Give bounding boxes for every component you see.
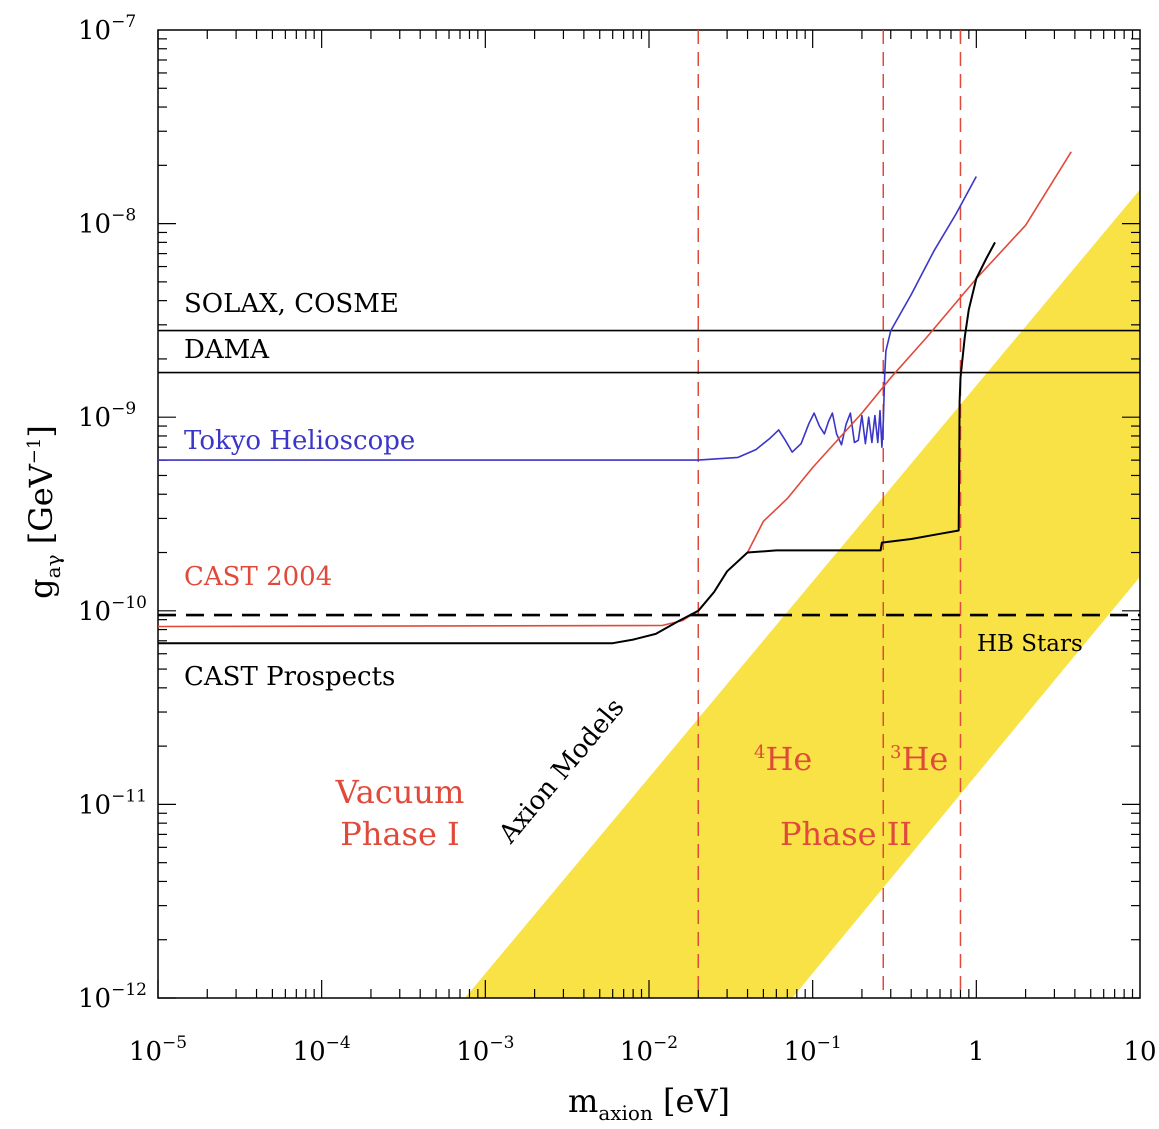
y-tick-exponent: −11 (111, 786, 147, 806)
label-cast-prospects: CAST Prospects (184, 662, 395, 692)
series-line-2 (158, 176, 978, 461)
x-tick-base: 10 (456, 1037, 489, 1067)
label-hb-stars: HB Stars (977, 631, 1083, 657)
y-tick-exponent: −7 (111, 12, 136, 32)
x-axis-subscript: axion (598, 1101, 653, 1125)
x-tick-label: 10−4 (293, 1033, 351, 1067)
x-tick-label: 10−2 (620, 1033, 678, 1067)
x-axis-symbol: m (568, 1082, 598, 1120)
x-tick-base: 1 (968, 1037, 985, 1067)
he3-mass-number: 3 (890, 742, 901, 763)
y-axis-unit-exponent: −1 (24, 438, 45, 465)
x-tick-label: 1 (968, 1037, 985, 1067)
y-tick-exponent: −8 (111, 206, 136, 226)
he3-element: He (901, 740, 948, 778)
he3-label: 3He (890, 740, 948, 778)
x-tick-exponent: −2 (653, 1033, 678, 1053)
y-tick-label: 10−9 (78, 399, 136, 433)
y-tick-exponent: −12 (111, 980, 147, 1000)
x-axis-unit: [eV] (653, 1082, 730, 1120)
y-tick-label: 10−8 (78, 206, 136, 240)
y-tick-label: 10−11 (78, 786, 147, 820)
x-axis-title: maxion [eV] (568, 1082, 730, 1125)
y-axis-subscript: aγ (41, 554, 65, 578)
label-cast-2004: CAST 2004 (184, 562, 332, 592)
phase-one-label: Phase I (340, 815, 459, 853)
phase-two-label: Phase II (780, 815, 912, 853)
x-tick-label: 10−5 (129, 1033, 187, 1067)
axis-ticks (157, 30, 1140, 999)
y-tick-exponent: −9 (111, 399, 136, 419)
x-tick-exponent: −3 (489, 1033, 514, 1053)
x-tick-exponent: −4 (326, 1033, 351, 1053)
y-tick-label: 10−10 (78, 593, 147, 627)
y-tick-base: 10 (78, 16, 111, 46)
x-tick-exponent: −1 (817, 1033, 842, 1053)
label-dama: DAMA (184, 335, 270, 365)
he4-mass-number: 4 (754, 742, 765, 763)
x-tick-base: 10 (1123, 1037, 1156, 1067)
y-tick-base: 10 (78, 984, 111, 1014)
series-line-4 (158, 241, 996, 645)
y-tick-base: 10 (78, 403, 111, 433)
x-tick-base: 10 (620, 1037, 653, 1067)
x-tick-base: 10 (129, 1037, 162, 1067)
x-tick-base: 10 (293, 1037, 326, 1067)
y-tick-label: 10−12 (78, 980, 147, 1014)
y-tick-base: 10 (78, 597, 111, 627)
y-axis-unit-close: ] (22, 425, 60, 437)
x-tick-labels: 10−5 10−4 10−3 10−2 10−1 1 10 (129, 1033, 1157, 1067)
x-tick-base: 10 (784, 1037, 817, 1067)
y-tick-exponent: −10 (111, 593, 147, 613)
phase-boundaries (697, 30, 962, 998)
axion-models-band (464, 189, 1141, 998)
x-tick-exponent: −5 (162, 1033, 187, 1053)
y-axis-symbol: g (22, 578, 60, 598)
label-tokyo-helioscope: Tokyo Helioscope (184, 426, 415, 456)
vacuum-label: Vacuum (335, 773, 465, 811)
x-tick-label: 10−1 (784, 1033, 842, 1067)
series-lines (157, 151, 1140, 645)
x-tick-label: 10−3 (456, 1033, 514, 1067)
he4-label: 4He (754, 740, 812, 778)
y-tick-base: 10 (78, 790, 111, 820)
label-solax-cosme: SOLAX, COSME (184, 289, 399, 319)
x-tick-label: 10 (1123, 1037, 1156, 1067)
he4-element: He (765, 740, 812, 778)
y-tick-label: 10−7 (78, 12, 136, 46)
y-axis-title: gaγ [GeV−1] (22, 425, 65, 599)
y-axis-unit: [GeV (22, 463, 60, 554)
y-tick-base: 10 (78, 210, 111, 240)
